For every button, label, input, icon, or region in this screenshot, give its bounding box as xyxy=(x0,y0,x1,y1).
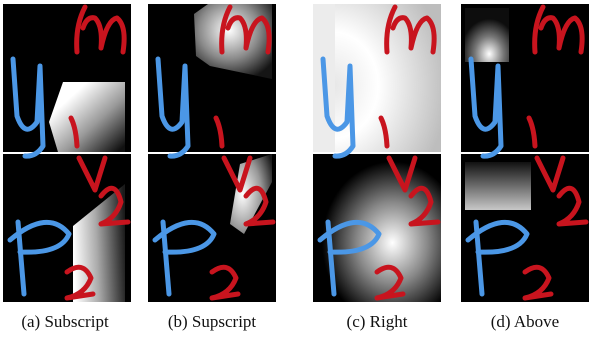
panel-d-above xyxy=(461,4,589,302)
stroke-2-lower xyxy=(64,264,96,301)
stroke-2-upper xyxy=(98,185,131,227)
caption-c: (c) Right xyxy=(346,312,408,331)
attention-heatmap-c xyxy=(313,4,441,302)
stroke-n xyxy=(74,4,127,55)
caption-d: (d) Above xyxy=(490,312,560,331)
stroke-y xyxy=(10,56,46,159)
stroke-p xyxy=(7,219,72,297)
stroke-v xyxy=(76,155,108,193)
attention-heatmap-b xyxy=(148,4,276,302)
panel-a-subscript xyxy=(3,4,131,302)
stroke-1 xyxy=(68,115,80,149)
panel-c-right xyxy=(313,4,441,302)
caption-b: (b) Supscript xyxy=(167,312,257,331)
panel-b-supscript xyxy=(148,4,276,302)
attention-heatmap-a xyxy=(3,4,131,302)
attention-heatmap-d xyxy=(461,4,589,302)
caption-a: (a) Subscript xyxy=(21,312,109,331)
